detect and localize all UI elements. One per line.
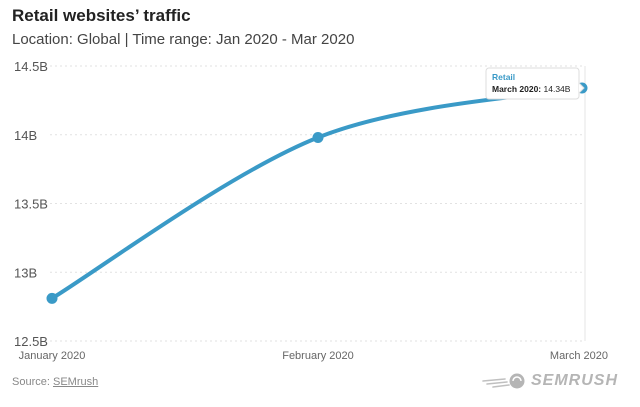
x-tick-label: January 2020 <box>19 350 86 362</box>
tooltip-series-name: Retail <box>492 72 515 82</box>
y-tick-label: 13.5B <box>14 197 48 212</box>
chart-subtitle: Location: Global | Time range: Jan 2020 … <box>12 31 355 48</box>
logo-text: SEMRUSH <box>530 372 618 389</box>
grid-layer: 12.5B 13B 13.5B 14B 14.5B <box>14 59 586 349</box>
source-note: Source: SEMrush <box>12 376 98 388</box>
tooltip-value: March 2020: 14.34B <box>492 84 571 94</box>
chart-title: Retail websites’ traffic <box>12 6 191 25</box>
data-point[interactable] <box>312 132 324 143</box>
source-label: Source: <box>12 376 50 388</box>
semrush-logo: SEMRUSH <box>481 372 618 390</box>
tooltip-number: 14.34B <box>544 84 571 94</box>
source-link[interactable]: SEMrush <box>52 376 99 388</box>
y-tick-label: 12.5B <box>14 334 48 349</box>
x-axis-ticks: January 2020 February 2020 March 2020 <box>19 350 608 362</box>
series-line-retail <box>50 86 584 301</box>
tooltip-pointer <box>578 82 585 94</box>
series-layer <box>46 82 588 304</box>
y-tick-label: 13B <box>14 265 37 280</box>
tooltip-layer: Retail March 2020: 14.34B <box>485 67 585 100</box>
tooltip-label: March 2020: <box>492 84 544 94</box>
y-tick-label: 14B <box>14 128 37 143</box>
y-tick-label: 14.5B <box>14 59 48 74</box>
data-point[interactable] <box>46 292 58 304</box>
x-tick-label: February 2020 <box>282 350 354 362</box>
x-tick-label: March 2020 <box>550 350 608 362</box>
semrush-fireball-icon <box>482 373 525 389</box>
